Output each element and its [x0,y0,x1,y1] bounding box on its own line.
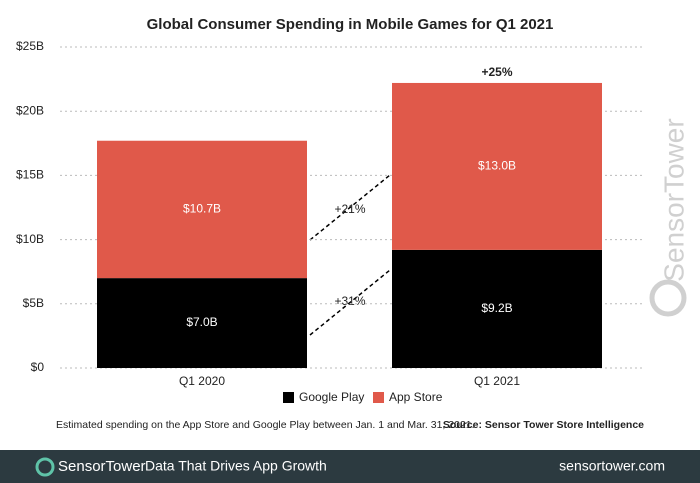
bar-segment [97,278,307,368]
y-tick-label: $25B [16,39,44,53]
legend-swatch [373,392,384,403]
footer-bar [0,450,700,483]
x-tick-label: Q1 2021 [474,374,520,388]
value-label: $10.7B [183,202,221,216]
footer-tagline: Data That Drives App Growth [145,458,327,474]
footer-brand: SensorTower [58,458,146,475]
watermark-icon [649,279,687,317]
connector [309,174,391,241]
x-tick-label: Q1 2020 [179,374,225,388]
bar-segment [392,249,602,368]
y-tick-label: $20B [16,103,44,117]
bar-segment [392,82,602,250]
y-tick-label: $10B [16,232,44,246]
footnote: Estimated spending on the App Store and … [56,419,475,431]
legend-label: Google Play [299,390,364,404]
legend-swatch [283,392,294,403]
annotation: +21% [334,202,365,216]
value-label: $9.2B [481,301,512,315]
y-tick-label: $5B [23,296,44,310]
annotation: +31% [334,294,365,308]
value-label: $7.0B [186,315,217,329]
legend-label: App Store [389,390,443,404]
y-tick-label: $15B [16,168,44,182]
value-label: $13.0B [478,159,516,173]
footer-logo [35,457,55,477]
chart-title: Global Consumer Spending in Mobile Games… [147,16,554,33]
annotation: +25% [481,65,512,79]
source: Source: Sensor Tower Store Intelligence [443,419,644,431]
y-tick-label: $0 [31,360,45,374]
bar-segment [97,140,307,279]
footer-url: sensortower.com [559,458,665,474]
watermark: SensorTower [658,118,689,281]
connector [309,269,391,336]
